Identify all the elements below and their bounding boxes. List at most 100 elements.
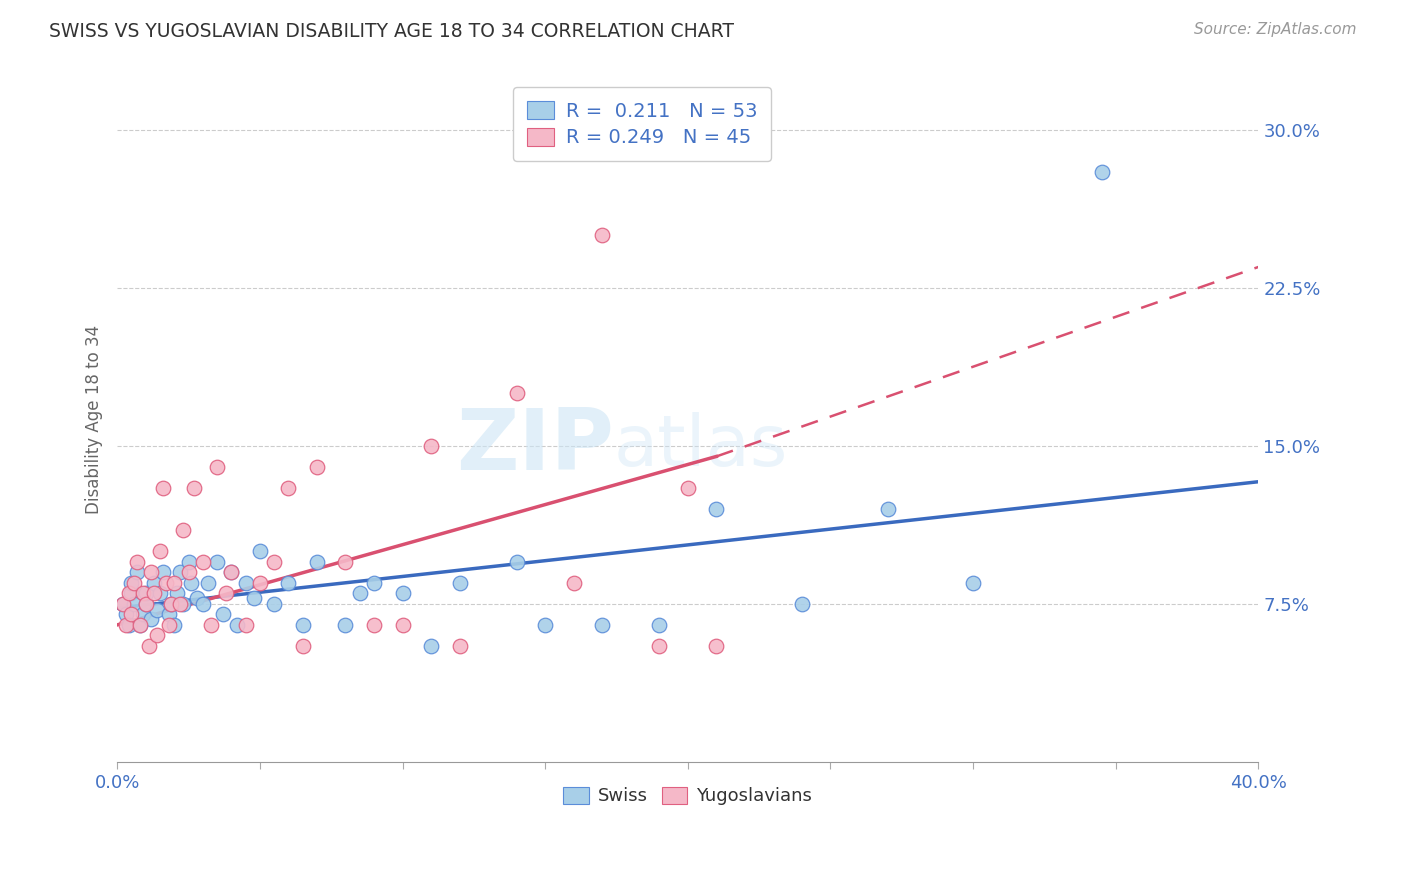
- Point: [180, 575, 202, 590]
- Text: Source: ZipAtlas.com: Source: ZipAtlas.com: [1194, 22, 1357, 37]
- Point: [124, 575, 146, 590]
- Text: SWISS VS YUGOSLAVIAN DISABILITY AGE 18 TO 34 CORRELATION CHART: SWISS VS YUGOSLAVIAN DISABILITY AGE 18 T…: [49, 22, 734, 41]
- Point: [111, 597, 134, 611]
- Text: atlas: atlas: [613, 412, 787, 482]
- Point: [676, 481, 699, 495]
- Point: [305, 460, 328, 475]
- Point: [200, 618, 222, 632]
- Point: [221, 566, 243, 580]
- Point: [249, 544, 271, 558]
- Point: [163, 575, 186, 590]
- Point: [706, 639, 728, 653]
- Point: [205, 555, 228, 569]
- Point: [235, 575, 257, 590]
- Point: [172, 597, 194, 611]
- Point: [120, 586, 142, 600]
- Point: [149, 544, 172, 558]
- Point: [114, 607, 136, 622]
- Point: [149, 586, 172, 600]
- Point: [152, 566, 174, 580]
- Point: [186, 591, 208, 605]
- Point: [505, 386, 527, 401]
- Point: [249, 575, 271, 590]
- Point: [221, 566, 243, 580]
- Point: [157, 618, 180, 632]
- Point: [211, 607, 233, 622]
- Point: [177, 555, 200, 569]
- Point: [169, 566, 191, 580]
- Point: [111, 597, 134, 611]
- Point: [172, 523, 194, 537]
- Point: [420, 439, 443, 453]
- Legend: Swiss, Yugoslavians: Swiss, Yugoslavians: [554, 778, 821, 814]
- Point: [335, 618, 357, 632]
- Point: [706, 502, 728, 516]
- Point: [120, 575, 142, 590]
- Point: [197, 575, 219, 590]
- Point: [152, 481, 174, 495]
- Point: [160, 597, 183, 611]
- Point: [160, 597, 183, 611]
- Point: [127, 555, 149, 569]
- Point: [205, 460, 228, 475]
- Point: [129, 618, 152, 632]
- Point: [183, 481, 205, 495]
- Point: [124, 597, 146, 611]
- Point: [449, 639, 471, 653]
- Point: [363, 618, 385, 632]
- Point: [143, 586, 166, 600]
- Point: [277, 481, 299, 495]
- Point: [157, 607, 180, 622]
- Point: [505, 555, 527, 569]
- Point: [141, 611, 163, 625]
- Point: [591, 228, 613, 243]
- Point: [291, 618, 314, 632]
- Point: [120, 607, 142, 622]
- Point: [962, 575, 984, 590]
- Point: [263, 555, 285, 569]
- Point: [163, 618, 186, 632]
- Point: [277, 575, 299, 590]
- Point: [449, 575, 471, 590]
- Point: [191, 555, 214, 569]
- Point: [349, 586, 371, 600]
- Point: [132, 586, 155, 600]
- Point: [191, 597, 214, 611]
- Text: ZIP: ZIP: [456, 406, 613, 489]
- Point: [363, 575, 385, 590]
- Point: [876, 502, 898, 516]
- Point: [291, 639, 314, 653]
- Point: [562, 575, 585, 590]
- Point: [127, 566, 149, 580]
- Point: [243, 591, 266, 605]
- Point: [391, 586, 413, 600]
- Point: [129, 618, 152, 632]
- Point: [146, 603, 169, 617]
- Point: [235, 618, 257, 632]
- Point: [534, 618, 557, 632]
- Point: [790, 597, 813, 611]
- Y-axis label: Disability Age 18 to 34: Disability Age 18 to 34: [86, 325, 103, 514]
- Point: [177, 566, 200, 580]
- Point: [135, 586, 157, 600]
- Point: [166, 586, 188, 600]
- Point: [117, 618, 139, 632]
- Point: [305, 555, 328, 569]
- Point: [132, 607, 155, 622]
- Point: [146, 628, 169, 642]
- Point: [420, 639, 443, 653]
- Point: [648, 618, 671, 632]
- Point: [135, 597, 157, 611]
- Point: [335, 555, 357, 569]
- Point: [391, 618, 413, 632]
- Point: [138, 639, 160, 653]
- Point: [114, 618, 136, 632]
- Point: [226, 618, 249, 632]
- Point: [141, 566, 163, 580]
- Point: [591, 618, 613, 632]
- Point: [117, 586, 139, 600]
- Point: [169, 597, 191, 611]
- Point: [135, 597, 157, 611]
- Point: [143, 575, 166, 590]
- Point: [263, 597, 285, 611]
